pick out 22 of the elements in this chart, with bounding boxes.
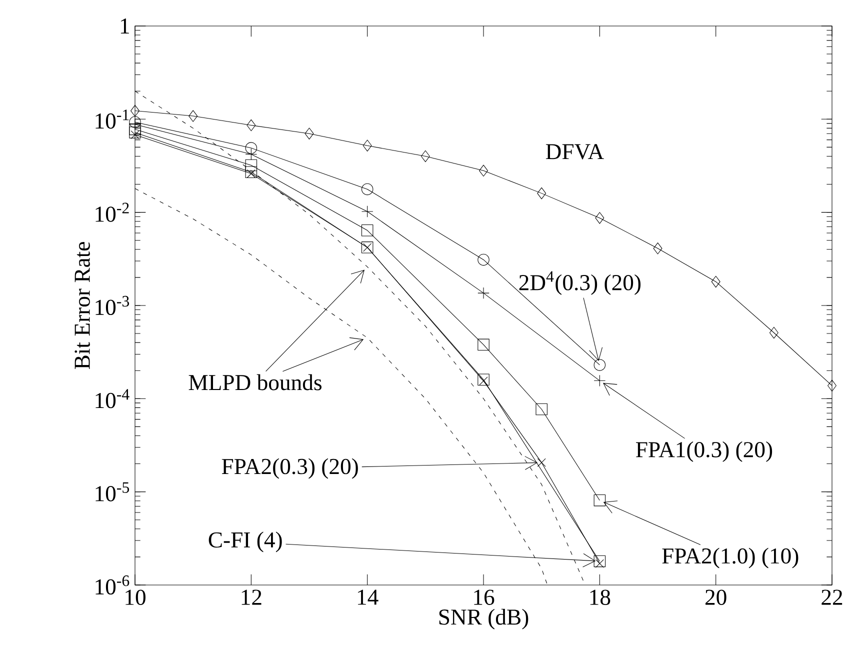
y-tick-label: 10$^{-3}$ — [96, 296, 130, 316]
series-label: 2D$^{4}$(0.3) (20) — [519, 271, 640, 295]
legend-label: FPA2(1.0) (10) — [662, 548, 798, 568]
x-tick-label: 10 — [126, 590, 146, 606]
y-tick-label: 10$^{-1}$ — [96, 110, 129, 129]
text: FPA1(0.3) (20) — [636, 441, 772, 462]
x-tick-label: 14 — [358, 590, 378, 605]
text: C-FI (4) — [208, 532, 282, 552]
x-tick-label: 20 — [706, 590, 726, 606]
y-tick-label: 10$^{-4}$ — [96, 389, 130, 408]
x-tick-label: 12 — [242, 590, 262, 605]
y-axis-title: Bit Error Rate — [74, 242, 90, 370]
y-tick-label: 10$^{-2}$ — [96, 202, 129, 222]
y-tick-label: 10$^{-5}$ — [96, 482, 130, 502]
series-label: DFVA — [546, 144, 604, 160]
x-tick-label: 22 — [822, 590, 842, 605]
text: FPA2(0.3) (20) — [222, 458, 358, 479]
x-axis-title: SNR (dB) — [439, 608, 528, 630]
x-tick-label: 18 — [590, 590, 610, 606]
y-tick-label: 1 — [120, 18, 129, 34]
annotation: MLPD bounds — [188, 374, 322, 390]
x-tick-label: 16 — [474, 590, 494, 605]
